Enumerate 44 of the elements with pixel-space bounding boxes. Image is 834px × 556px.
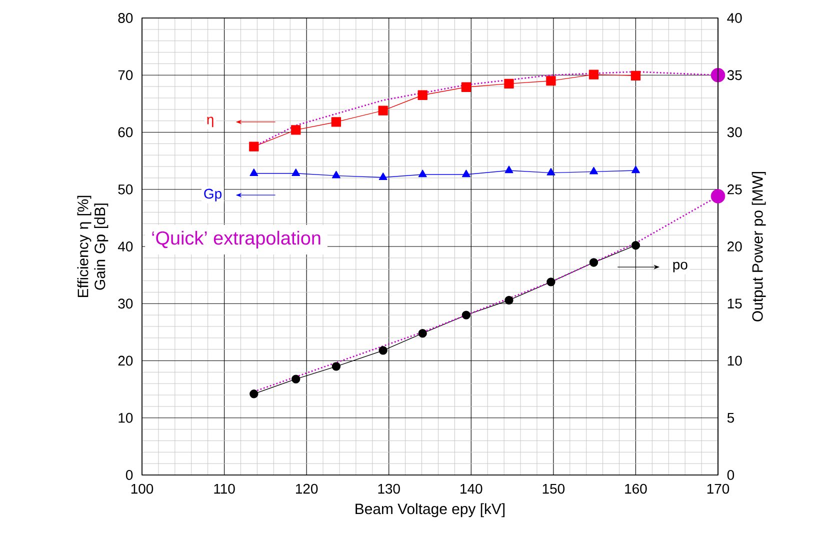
x-tick-label: 120	[296, 484, 318, 494]
y-tick-label: 20	[118, 356, 133, 366]
x-tick-label: 160	[625, 484, 647, 494]
y-axis-title: Efficiency η [%] Gain Gp [dB]	[77, 196, 108, 298]
point	[462, 310, 471, 320]
point	[418, 328, 427, 338]
y-tick-label: 40	[118, 242, 133, 252]
x-tick-label: 170	[707, 484, 730, 494]
x-tick-label: 100	[131, 484, 154, 494]
y2-axis-title: Output Power po [MW]	[752, 172, 766, 322]
y-tick-label: 50	[118, 184, 133, 194]
y2-tick-label: 30	[727, 127, 742, 138]
annotation: ‘Quick’ extrapolation	[152, 230, 320, 248]
y-tick-label: 80	[118, 13, 133, 23]
y-tick-label: 10	[118, 412, 133, 423]
y-tick-label: 30	[118, 298, 133, 309]
x-axis-title: Beam Voltage epy [kV]	[356, 503, 504, 518]
point	[589, 258, 598, 267]
x-tick-label: 130	[378, 484, 400, 494]
point	[292, 374, 300, 384]
y-tick-label: 60	[118, 127, 133, 138]
x-tick-label: 110	[214, 484, 235, 494]
y2-tick-label: 10	[728, 356, 742, 366]
point	[631, 241, 640, 250]
x-tick-label: 140	[460, 484, 482, 494]
y2-tick-label: 15	[728, 298, 742, 308]
y2-tick-label: 20	[728, 242, 742, 252]
y2-tick-label: 35	[727, 70, 742, 80]
legend-label: η	[207, 116, 214, 128]
point	[546, 278, 556, 286]
y-tick-label: 0	[126, 470, 133, 480]
y2-tick-label: 5	[727, 413, 734, 423]
y2-tick-label: 40	[727, 13, 742, 23]
point	[378, 346, 388, 355]
point	[250, 390, 258, 398]
point	[332, 362, 341, 371]
point	[504, 296, 514, 305]
y2-tick-label: 25	[728, 184, 742, 194]
y2-tick-label: 0	[727, 470, 734, 480]
y-tick-label: 70	[118, 70, 133, 80]
x-tick-label: 150	[542, 484, 565, 494]
point	[710, 189, 726, 204]
legend-label: Gp	[204, 188, 222, 202]
text: po	[673, 262, 688, 272]
